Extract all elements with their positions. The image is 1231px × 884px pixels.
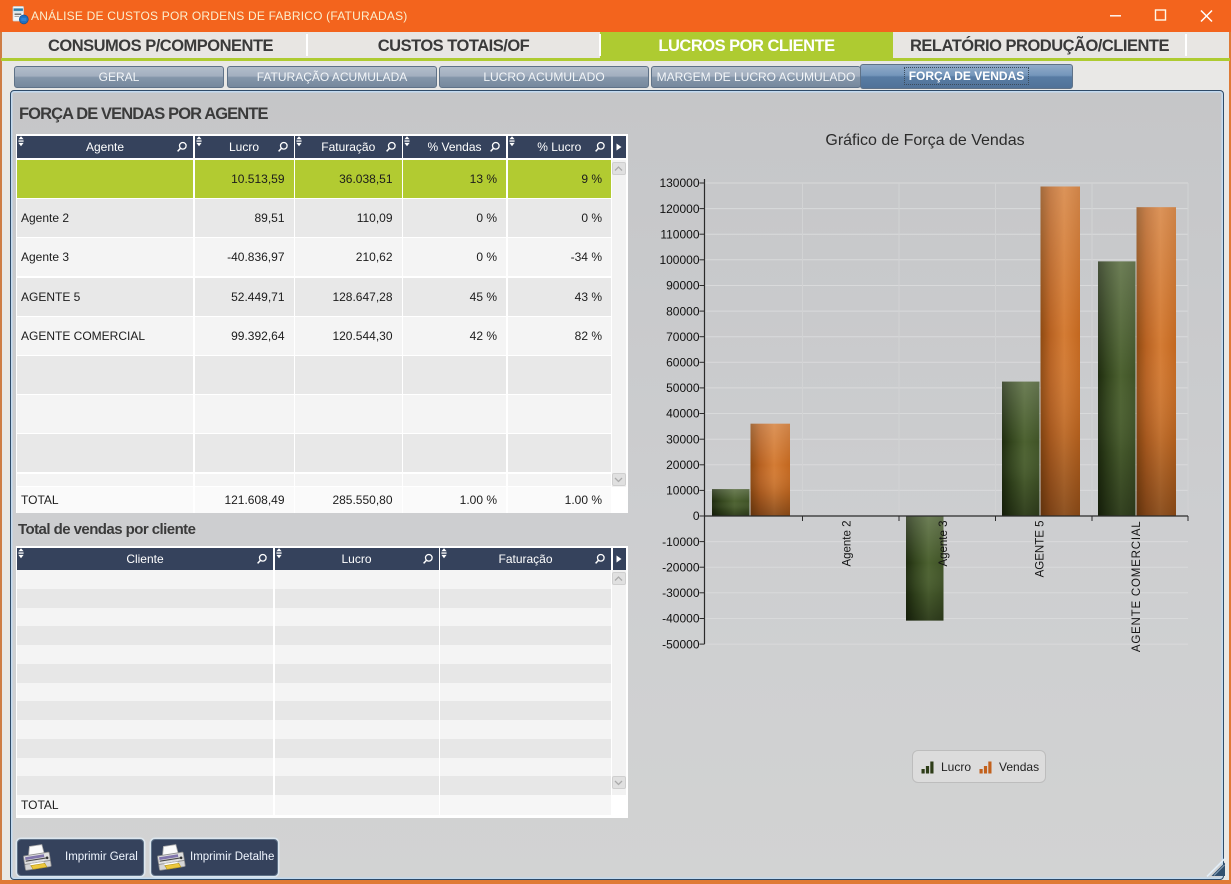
svg-text:30000: 30000 bbox=[666, 432, 700, 446]
svg-text:-50000: -50000 bbox=[662, 637, 700, 651]
svg-text:130000: 130000 bbox=[659, 176, 699, 190]
svg-text:60000: 60000 bbox=[666, 356, 700, 370]
svg-text:20000: 20000 bbox=[666, 458, 700, 472]
svg-text:80000: 80000 bbox=[666, 304, 700, 318]
svg-text:Agente 3: Agente 3 bbox=[938, 521, 950, 567]
svg-text:AGENTE 5: AGENTE 5 bbox=[1035, 521, 1047, 578]
svg-text:0: 0 bbox=[693, 509, 700, 523]
svg-text:-40000: -40000 bbox=[662, 612, 700, 626]
svg-text:120000: 120000 bbox=[659, 202, 699, 216]
svg-text:Agente 2: Agente 2 bbox=[842, 521, 854, 567]
svg-text:-30000: -30000 bbox=[662, 586, 700, 600]
svg-text:-20000: -20000 bbox=[662, 560, 700, 574]
svg-text:AGENTE COMERCIAL: AGENTE COMERCIAL bbox=[1131, 521, 1143, 653]
svg-text:70000: 70000 bbox=[666, 330, 700, 344]
svg-text:110000: 110000 bbox=[660, 227, 699, 241]
svg-text:90000: 90000 bbox=[666, 279, 700, 293]
svg-text:40000: 40000 bbox=[666, 407, 700, 421]
svg-text:10000: 10000 bbox=[666, 484, 700, 498]
svg-text:50000: 50000 bbox=[666, 381, 700, 395]
svg-text:100000: 100000 bbox=[659, 253, 699, 267]
svg-text:-10000: -10000 bbox=[662, 535, 700, 549]
